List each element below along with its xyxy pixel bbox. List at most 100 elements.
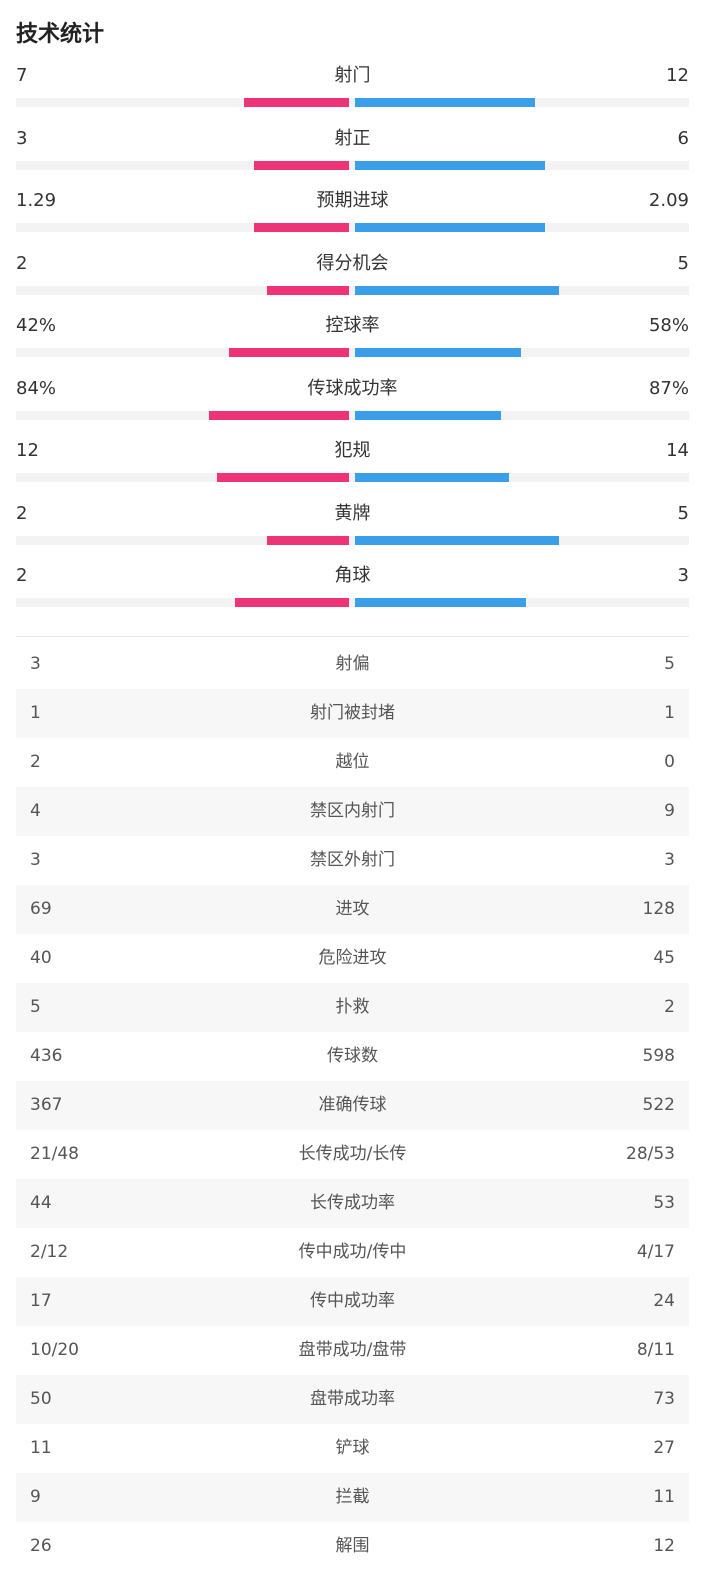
bar-track <box>16 410 689 420</box>
bar-track <box>16 473 689 482</box>
home-bar <box>217 473 349 482</box>
away-value: 3 <box>664 850 675 870</box>
bar-stat-row: 1.29 预期进球 2.09 <box>16 189 689 251</box>
bar-track <box>16 98 689 107</box>
stat-label: 传中成功/传中 <box>298 1242 407 1262</box>
stat-label: 拦截 <box>335 1487 370 1507</box>
stat-label: 危险进攻 <box>318 948 387 968</box>
bar-track <box>16 160 689 170</box>
away-value: 5 <box>664 654 675 674</box>
away-bar <box>355 98 535 107</box>
stat-label: 解围 <box>335 1536 370 1556</box>
table-row: 40 危险进攻 45 <box>16 934 689 983</box>
away-value: 45 <box>653 948 675 968</box>
stat-label: 黄牌 <box>334 502 371 524</box>
home-value: 42% <box>16 315 57 336</box>
away-value: 73 <box>653 1389 675 1409</box>
away-value: 4/17 <box>636 1242 675 1262</box>
table-row: 17 传中成功率 24 <box>16 1277 689 1326</box>
table-row: 2/12 传中成功/传中 4/17 <box>16 1228 689 1277</box>
stat-label: 进攻 <box>335 899 370 919</box>
home-bar <box>267 285 349 295</box>
away-bar <box>355 348 521 357</box>
away-value: 0 <box>664 752 675 772</box>
stat-label: 铲球 <box>335 1438 370 1458</box>
stats-table: 3 射偏 5 1 射门被封堵 1 2 越位 0 4 禁区内射门 9 3 禁区外射门 3 69 进攻 128 40 危险… <box>16 640 689 1571</box>
bar-stat-row: 2 角球 3 <box>16 564 689 626</box>
away-value: 128 <box>642 899 675 919</box>
bar-stat-row: 42% 控球率 58% <box>16 314 689 376</box>
away-value: 87% <box>648 377 689 399</box>
away-value: 8/11 <box>636 1340 675 1360</box>
stat-label: 越位 <box>335 752 370 772</box>
home-value: 1.29 <box>16 190 57 211</box>
away-value: 9 <box>664 801 675 821</box>
away-value: 14 <box>666 440 689 461</box>
table-row: 4 禁区内射门 9 <box>16 787 689 836</box>
home-value: 11 <box>30 1438 52 1458</box>
away-value: 6 <box>677 127 689 149</box>
home-value: 2 <box>30 752 41 772</box>
away-value: 1 <box>664 703 675 723</box>
home-value: 2 <box>16 565 28 586</box>
stat-label: 射正 <box>334 127 371 149</box>
home-value: 17 <box>30 1291 52 1311</box>
home-bar <box>244 98 349 107</box>
stat-label: 射门 <box>334 65 371 86</box>
bar-track <box>16 535 689 545</box>
away-value: 24 <box>653 1291 675 1311</box>
away-bar <box>355 285 559 295</box>
stat-label: 传中成功率 <box>310 1291 395 1311</box>
home-value: 9 <box>30 1487 41 1507</box>
away-value: 522 <box>642 1095 675 1115</box>
table-row: 9 拦截 11 <box>16 1473 689 1522</box>
home-value: 1 <box>30 703 41 723</box>
away-bar <box>355 598 526 607</box>
stat-label: 射偏 <box>335 654 370 674</box>
bar-track <box>16 348 689 357</box>
home-value: 21/48 <box>30 1144 79 1164</box>
away-bar <box>355 535 559 545</box>
table-row: 50 盘带成功率 73 <box>16 1375 689 1424</box>
home-value: 7 <box>16 65 28 86</box>
table-row: 367 准确传球 522 <box>16 1081 689 1130</box>
home-value: 2 <box>16 502 28 524</box>
away-bar <box>355 473 509 482</box>
home-value: 50 <box>30 1389 52 1409</box>
table-row: 3 禁区外射门 3 <box>16 836 689 885</box>
stat-label: 盘带成功/盘带 <box>298 1340 407 1360</box>
table-row: 436 传球数 598 <box>16 1032 689 1081</box>
home-bar <box>254 160 349 170</box>
section-title: 技术统计 <box>16 22 105 47</box>
away-value: 3 <box>677 565 689 586</box>
stat-label: 准确传球 <box>318 1095 387 1115</box>
stat-label: 犯规 <box>334 440 371 461</box>
stat-label: 射门被封堵 <box>310 703 395 723</box>
home-value: 3 <box>30 654 41 674</box>
stat-label: 得分机会 <box>316 252 389 274</box>
bar-stat-row: 3 射正 6 <box>16 127 689 189</box>
stat-label: 传球成功率 <box>307 377 398 399</box>
home-bar <box>254 223 349 232</box>
home-value: 44 <box>30 1193 52 1213</box>
stat-label: 扑救 <box>335 997 370 1017</box>
home-value: 3 <box>30 850 41 870</box>
bar-stat-row: 2 黄牌 5 <box>16 502 689 564</box>
away-bar <box>355 160 545 170</box>
home-value: 3 <box>16 127 28 149</box>
bar-stat-row: 7 射门 12 <box>16 64 689 126</box>
away-value: 11 <box>653 1487 675 1507</box>
home-bar <box>267 535 349 545</box>
away-value: 2.09 <box>648 190 689 211</box>
away-value: 598 <box>642 1046 675 1066</box>
home-value: 2 <box>16 252 28 274</box>
away-value: 12 <box>666 65 689 86</box>
home-bar <box>209 410 349 420</box>
home-value: 12 <box>16 440 39 461</box>
divider <box>16 636 689 637</box>
home-value: 40 <box>30 948 52 968</box>
stat-label: 长传成功/长传 <box>298 1144 407 1164</box>
bar-track <box>16 598 689 607</box>
table-row: 5 扑救 2 <box>16 983 689 1032</box>
table-row: 2 越位 0 <box>16 738 689 787</box>
